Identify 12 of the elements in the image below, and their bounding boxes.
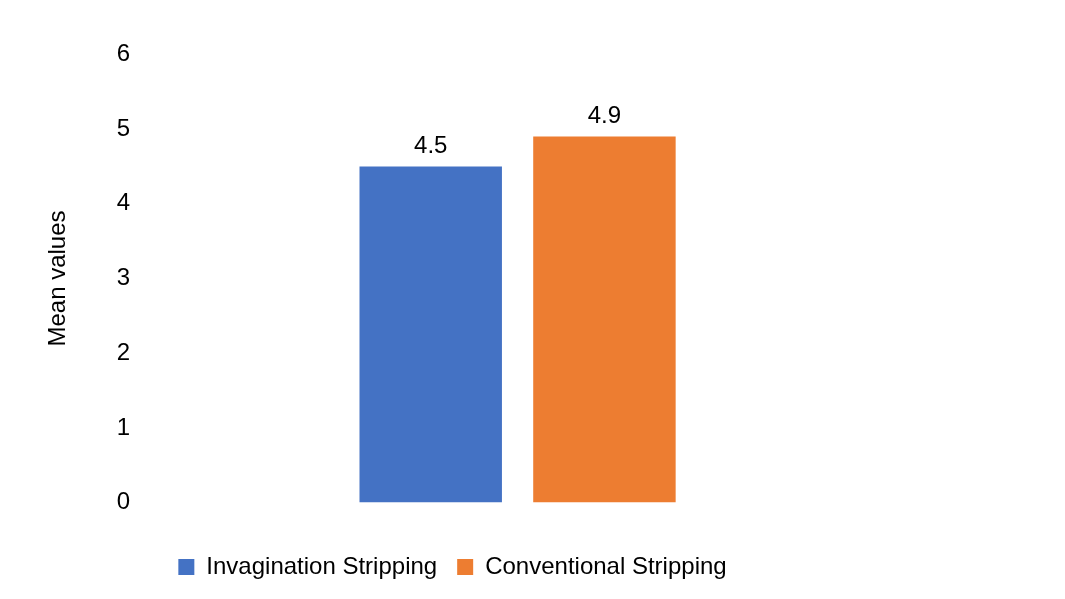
y-tick-label: 6 (116, 39, 131, 67)
y-axis-title: Mean values (43, 210, 71, 347)
legend-label: Conventional Stripping (485, 551, 727, 579)
y-tick-label: 2 (116, 337, 131, 365)
y-tick-label: 4 (116, 188, 131, 216)
y-tick-label: 0 (116, 487, 131, 515)
legend-label: Invagination Stripping (206, 551, 438, 579)
y-tick-label: 3 (116, 263, 131, 291)
y-tick-label: 1 (116, 412, 131, 440)
data-label: 4.5 (414, 131, 448, 159)
data-label: 4.9 (587, 101, 622, 129)
y-tick-label: 5 (116, 113, 131, 141)
